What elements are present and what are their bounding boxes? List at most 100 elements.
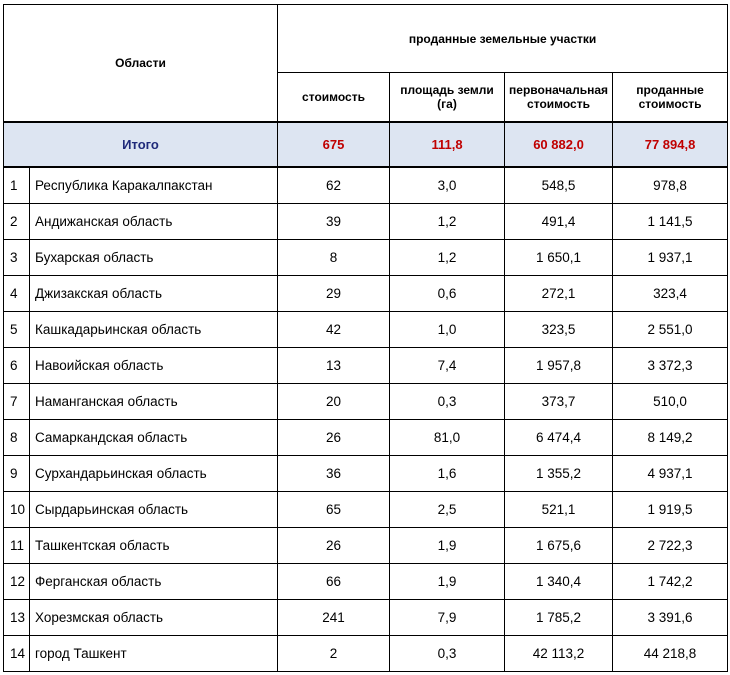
- table-row: 8 Самаркандская область 26 81,0 6 474,4 8 149…: [3, 419, 729, 456]
- row-number: 12: [3, 563, 30, 600]
- table-row: 4 Джизакская область 29 0,6 272,1 323,4: [3, 275, 729, 312]
- row-count: 26: [277, 419, 391, 456]
- row-region: Сырдарьинская область: [28, 491, 279, 528]
- total-label: Итого: [2, 121, 279, 168]
- row-area: 0,6: [389, 275, 506, 312]
- table-row: 6 Навоийская область 13 7,4 1 957,8 3 372,3: [3, 347, 729, 384]
- row-count: 39: [277, 203, 391, 240]
- row-region: Ферганская область: [28, 563, 279, 600]
- row-sold: 978,8: [612, 166, 729, 204]
- row-number: 6: [3, 347, 30, 384]
- row-area: 81,0: [389, 419, 506, 456]
- row-number: 5: [3, 311, 30, 348]
- row-sold: 2 722,3: [612, 527, 729, 564]
- row-area: 3,0: [389, 166, 506, 204]
- row-area: 7,4: [389, 347, 506, 384]
- row-area: 1,2: [389, 239, 506, 276]
- header-row-bottom: стоимость площадь земли (га) первоначаль…: [4, 72, 729, 123]
- row-region: Наманганская область: [28, 383, 279, 420]
- row-sold: 44 218,8: [612, 635, 729, 672]
- row-region: Навоийская область: [28, 347, 279, 384]
- row-number: 8: [3, 419, 30, 456]
- row-count: 66: [277, 563, 391, 600]
- table-row: 13 Хорезмская область 241 7,9 1 785,2 3 391,6: [3, 599, 729, 636]
- row-count: 20: [277, 383, 391, 420]
- row-number: 13: [3, 599, 30, 636]
- table-row: 11 Ташкентская область 26 1,9 1 675,6 2 722,3: [3, 527, 729, 564]
- row-region: Джизакская область: [28, 275, 279, 312]
- row-count: 8: [277, 239, 391, 276]
- row-count: 2: [277, 635, 391, 672]
- total-sold: 77 894,8: [612, 121, 729, 168]
- row-count: 36: [277, 455, 391, 492]
- row-sold: 1 141,5: [612, 203, 729, 240]
- row-number: 10: [3, 491, 30, 528]
- row-number: 3: [3, 239, 30, 276]
- row-initial: 1 340,4: [504, 563, 614, 600]
- row-region: Хорезмская область: [28, 599, 279, 636]
- row-region: Бухарская область: [28, 239, 279, 276]
- row-region: Сурхандарьинская область: [28, 455, 279, 492]
- row-region: Самаркандская область: [28, 419, 279, 456]
- table-row: 3 Бухарская область 8 1,2 1 650,1 1 937,1: [3, 239, 729, 276]
- row-area: 1,9: [389, 527, 506, 564]
- row-count: 65: [277, 491, 391, 528]
- row-initial: 373,7: [504, 383, 614, 420]
- total-row: Итого 675 111,8 60 882,0 77 894,8: [2, 121, 729, 168]
- row-area: 7,9: [389, 599, 506, 636]
- total-area: 111,8: [389, 121, 506, 168]
- row-number: 2: [3, 203, 30, 240]
- row-count: 62: [277, 166, 391, 204]
- table-row: 7 Наманганская область 20 0,3 373,7 510,0: [3, 383, 729, 420]
- region-header: Области: [2, 4, 279, 123]
- row-initial: 548,5: [504, 166, 614, 204]
- total-initial: 60 882,0: [504, 121, 614, 168]
- row-number: 14: [3, 635, 30, 672]
- row-count: 42: [277, 311, 391, 348]
- row-region: Ташкентская область: [28, 527, 279, 564]
- row-number: 11: [3, 527, 30, 564]
- row-number: 4: [3, 275, 30, 312]
- row-count: 13: [277, 347, 391, 384]
- table-row: 1 Республика Каракалпакстан 62 3,0 548,5 978,…: [3, 166, 729, 204]
- row-initial: 42 113,2: [504, 635, 614, 672]
- row-count: 26: [277, 527, 391, 564]
- row-area: 1,6: [389, 455, 506, 492]
- row-initial: 323,5: [504, 311, 614, 348]
- row-sold: 8 149,2: [612, 419, 729, 456]
- row-count: 241: [277, 599, 391, 636]
- table-row: 14 город Ташкент 2 0,3 42 113,2 44 218,8: [3, 635, 729, 672]
- row-sold: 1 742,2: [612, 563, 729, 600]
- row-area: 0,3: [389, 383, 506, 420]
- row-count: 29: [277, 275, 391, 312]
- land-sales-table: Области проданные земельные участки стои…: [2, 4, 729, 672]
- col-area-header: площадь земли (га): [389, 72, 506, 123]
- table-row: 9 Сурхандарьинская область 36 1,6 1 355,2 4 9…: [3, 455, 729, 492]
- row-sold: 2 551,0: [612, 311, 729, 348]
- row-sold: 1 937,1: [612, 239, 729, 276]
- row-area: 0,3: [389, 635, 506, 672]
- row-initial: 6 474,4: [504, 419, 614, 456]
- row-initial: 1 675,6: [504, 527, 614, 564]
- row-region: Республика Каракалпакстан: [28, 166, 279, 204]
- table-row: 5 Кашкадарьинская область 42 1,0 323,5 2 551,…: [3, 311, 729, 348]
- row-sold: 510,0: [612, 383, 729, 420]
- header-row-top: Области проданные земельные участки: [2, 4, 729, 123]
- row-area: 2,5: [389, 491, 506, 528]
- row-sold: 4 937,1: [612, 455, 729, 492]
- row-initial: 1 650,1: [504, 239, 614, 276]
- row-initial: 1 957,8: [504, 347, 614, 384]
- row-region: Кашкадарьинская область: [28, 311, 279, 348]
- group-header: проданные земельные участки: [277, 4, 729, 73]
- row-initial: 521,1: [504, 491, 614, 528]
- row-region: Андижанская область: [28, 203, 279, 240]
- row-area: 1,0: [389, 311, 506, 348]
- col-initial-header: первоначальная стоимость: [504, 72, 614, 123]
- row-area: 1,2: [389, 203, 506, 240]
- col-count-header: стоимость: [277, 72, 391, 123]
- row-sold: 323,4: [612, 275, 729, 312]
- row-initial: 1 785,2: [504, 599, 614, 636]
- row-sold: 3 391,6: [612, 599, 729, 636]
- table-row: 2 Андижанская область 39 1,2 491,4 1 141,5: [3, 203, 729, 240]
- col-sold-header: проданные стоимость: [612, 72, 729, 123]
